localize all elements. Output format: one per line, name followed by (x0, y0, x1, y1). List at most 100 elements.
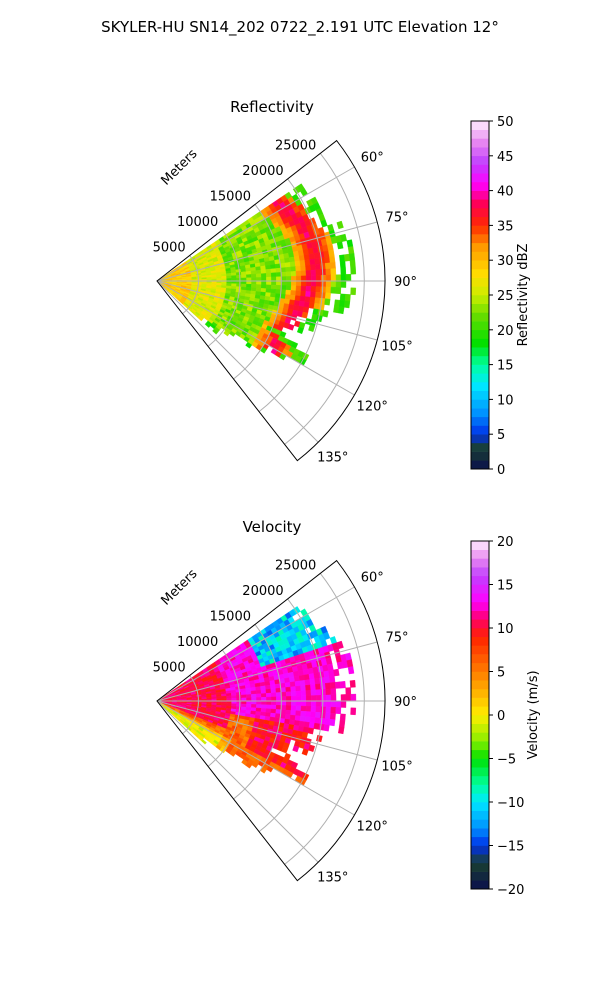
reflectivity-echo-cell (287, 323, 295, 331)
reflectivity-echo-cell (240, 271, 247, 276)
reflectivity-colorbar-segment (471, 442, 489, 452)
reflectivity-echo-cell (289, 256, 296, 263)
velocity-echo-cell (320, 700, 327, 708)
velocity-colorbar-segment (471, 749, 489, 759)
velocity-panel: Velocity Meters Velocity (m/s) 60° 75° 90°… (153, 518, 541, 898)
velocity-echo-cell (304, 716, 311, 723)
velocity-echo-cell (338, 726, 345, 735)
reflectivity-echo-cell (294, 295, 301, 302)
reflectivity-echo-cell (299, 260, 306, 267)
velocity-echo-cell (275, 687, 282, 693)
reflectivity-echo-cell (319, 297, 326, 305)
velocity-echo-cell (305, 711, 312, 718)
reflectivity-colorbar-segment (471, 286, 489, 296)
velocity-echo-cell (285, 709, 292, 716)
reflectivity-echo-cell (310, 291, 317, 298)
reflectivity-colorbar-segment (471, 251, 489, 261)
velocity-echo-cell (323, 724, 330, 732)
reflectivity-echo-cell (281, 276, 287, 282)
reflectivity-range-ring (284, 153, 365, 445)
reflectivity-echo-cell (327, 243, 334, 251)
reflectivity-echo-cell (291, 275, 297, 282)
reflectivity-echo-cell (236, 274, 242, 279)
reflectivity-colorbar-segment (471, 373, 489, 383)
reflectivity-echo-cell (336, 220, 344, 230)
reflectivity-colorbar-segment (471, 199, 489, 209)
reflectivity-echo-cell (265, 288, 272, 294)
reflectivity-azimuth-tick-label: 120° (357, 399, 388, 414)
reflectivity-colorbar-segment (471, 416, 489, 426)
reflectivity-echo-cell (338, 306, 345, 315)
reflectivity-echo-cell (289, 261, 296, 268)
reflectivity-echo-cell (286, 276, 292, 282)
reflectivity-echo-cell (290, 271, 297, 277)
velocity-echo-cell (345, 694, 352, 702)
velocity-echo-cell (330, 694, 337, 702)
velocity-echo-cell (309, 716, 316, 724)
reflectivity-colorbar-segment (471, 321, 489, 331)
reflectivity-colorbar-segment (471, 121, 489, 130)
velocity-echo-cell (245, 761, 253, 769)
reflectivity-echo-cell (204, 322, 211, 328)
reflectivity-echo-cell (320, 286, 327, 294)
velocity-echo-cell (270, 708, 277, 714)
velocity-echo-cell (300, 710, 307, 717)
velocity-echo-cell (300, 690, 307, 697)
velocity-colorbar-tick-label: −5 (497, 753, 516, 768)
velocity-colorbar-segment (471, 802, 489, 811)
velocity-echo-cell (325, 700, 332, 708)
reflectivity-range-ring (207, 229, 241, 347)
velocity-range-tick-label: 10000 (177, 635, 218, 650)
reflectivity-echo-cell (285, 271, 292, 277)
velocity-colorbar-segment (471, 601, 489, 611)
velocity-echo-cell (325, 688, 332, 696)
velocity-echo-cell (281, 700, 287, 706)
velocity-colorbar-segment (471, 871, 489, 881)
velocity-colorbar-segment (471, 575, 489, 585)
reflectivity-echo-cell (305, 264, 312, 271)
velocity-colorbar-segment (471, 610, 489, 620)
reflectivity-azimuth-tick-label: 60° (361, 151, 384, 166)
reflectivity-echo-cell (315, 280, 322, 287)
velocity-colorbar-segment (471, 810, 489, 820)
reflectivity-echo-cell (270, 264, 276, 270)
velocity-colorbar-segment (471, 654, 489, 664)
velocity-azimuth-tick-label: 135° (317, 871, 348, 886)
reflectivity-echo-cell (295, 270, 302, 277)
reflectivity-echo-cell (295, 265, 302, 272)
reflectivity-echo-cell (295, 290, 302, 297)
reflectivity-colorbar-segment (471, 364, 489, 374)
velocity-echo-cell (290, 691, 297, 697)
velocity-colorbar-tick-label: −15 (497, 840, 524, 855)
velocity-echo-cell (295, 685, 302, 692)
velocity-echo-cell (315, 689, 322, 696)
velocity-colorbar-segment (471, 836, 489, 846)
velocity-echo-cell (340, 694, 347, 702)
velocity-echo-cell (289, 714, 296, 721)
reflectivity-echo-cell (295, 285, 302, 292)
reflectivity-echo-cell (271, 276, 277, 282)
velocity-echo-cell (266, 696, 272, 702)
velocity-colorbar-segment (471, 541, 489, 550)
reflectivity-echo-cell (285, 289, 292, 296)
reflectivity-echo-cell (305, 275, 312, 282)
velocity-echo-cell (271, 700, 277, 706)
reflectivity-colorbar-segment (471, 355, 489, 365)
velocity-colorbar-segment (471, 741, 489, 751)
velocity-echo-cell (229, 750, 236, 757)
velocity-colorbar-tick-label: 10 (497, 622, 514, 637)
reflectivity-echo-cell (315, 269, 322, 276)
reflectivity-echo-cell (320, 263, 326, 270)
reflectivity-echo-cell (330, 280, 337, 288)
reflectivity-echo-cell (309, 258, 316, 266)
velocity-colorbar-segment (471, 862, 489, 872)
reflectivity-echo-cell (226, 275, 232, 279)
velocity-echo-cell (286, 696, 292, 702)
velocity-echo-cell (310, 706, 317, 713)
velocity-echo-cell (256, 704, 262, 709)
velocity-colorbar-segment (471, 767, 489, 777)
velocity-echo-cell (350, 693, 357, 702)
reflectivity-colorbar-segment (471, 129, 489, 139)
velocity-colorbar-segment (471, 584, 489, 594)
velocity-colorbar-label: Velocity (m/s) (526, 670, 541, 759)
